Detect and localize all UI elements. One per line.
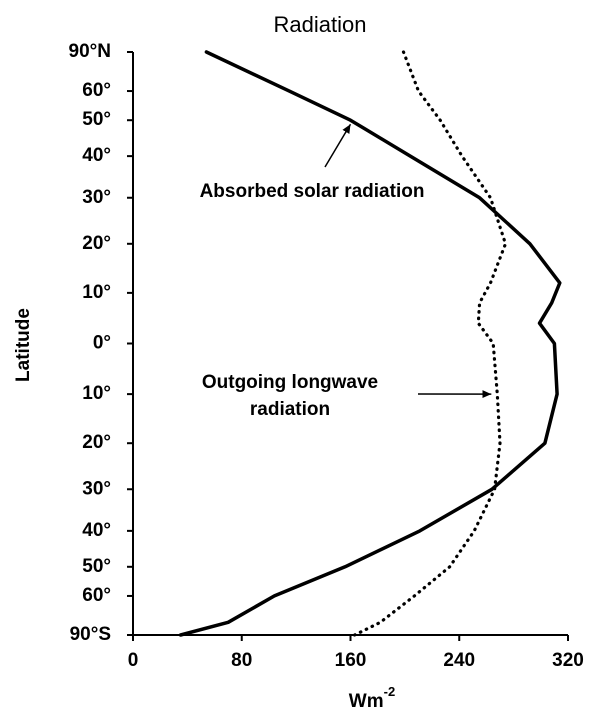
annotation: Outgoing longwave <box>202 372 378 393</box>
annotation-arrow <box>324 123 352 168</box>
y-tick-label: 60° <box>82 585 111 606</box>
annotation: radiation <box>250 399 330 420</box>
y-tick-label: 40° <box>82 520 111 541</box>
y-tick-label: 10° <box>82 282 111 303</box>
y-tick-label: 40° <box>82 145 111 166</box>
x-axis-label: Wm-2 <box>349 684 395 712</box>
y-tick-label: 20° <box>82 432 111 453</box>
x-tick-label: 240 <box>443 650 475 671</box>
y-tick-label: 0° <box>93 333 111 354</box>
x-tick-label: 320 <box>552 650 584 671</box>
y-tick-label: 50° <box>82 109 111 130</box>
x-tick-label: 160 <box>335 650 367 671</box>
y-tick-label: 10° <box>82 383 111 404</box>
y-tick-label: 60° <box>82 80 111 101</box>
x-axis-label-exponent: -2 <box>384 684 396 699</box>
x-axis-label-base: Wm <box>349 691 384 712</box>
y-tick-label: 50° <box>82 556 111 577</box>
annotation: Absorbed solar radiation <box>200 181 425 202</box>
y-tick-label: 90°N <box>69 41 111 62</box>
chart-title: Radiation <box>274 12 367 37</box>
x-tick-label: 80 <box>231 650 252 671</box>
dotted-line <box>353 50 508 637</box>
y-tick-label: 30° <box>82 187 111 208</box>
y-tick-label: 20° <box>82 233 111 254</box>
y-tick-label: 30° <box>82 478 111 499</box>
y-tick-label: 90°S <box>70 624 111 645</box>
x-tick-label: 0 <box>128 650 139 671</box>
solid-line <box>178 50 562 637</box>
y-axis-label: Latitude <box>13 308 34 382</box>
